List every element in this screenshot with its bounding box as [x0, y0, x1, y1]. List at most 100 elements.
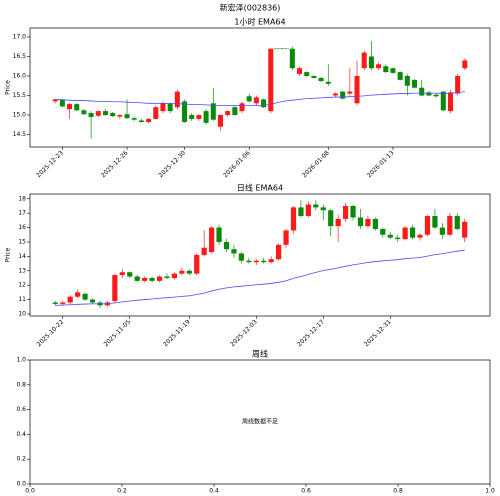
candle-body — [395, 237, 401, 240]
candle-body — [311, 75, 317, 78]
y-tick-label: 16.0 — [13, 72, 27, 79]
x-tick-label: 0.0 — [25, 488, 35, 495]
candle-body — [455, 75, 461, 94]
candle-body — [276, 244, 282, 260]
y-tick-label: 1.0 — [16, 357, 26, 364]
candle-body — [261, 260, 267, 263]
x-tick-label: 0.8 — [393, 488, 403, 495]
y-axis-label: Price — [5, 80, 12, 95]
x-tick-label: 2026-01-13 — [366, 149, 396, 179]
candle-body — [253, 97, 259, 104]
candle-body — [124, 114, 130, 119]
x-tick-label: 2025-12-23 — [35, 149, 65, 179]
x-tick-label: 0.4 — [209, 488, 219, 495]
candle-body — [127, 272, 133, 277]
candle-body — [60, 302, 66, 304]
candle-body — [102, 111, 108, 116]
x-tick-label: 2025-12-30 — [157, 149, 187, 179]
candle-body — [174, 91, 180, 108]
x-tick-label: 0.2 — [117, 488, 127, 495]
candle-body — [67, 296, 73, 303]
candle-body — [462, 221, 468, 238]
candle-body — [59, 99, 65, 107]
candle-body — [223, 241, 230, 250]
candle-body — [297, 68, 303, 75]
candle-body — [328, 210, 334, 227]
x-tick-label: 2025-12-31 — [363, 318, 393, 348]
candle-body — [146, 118, 152, 123]
candle-body — [283, 230, 289, 245]
y-tick-label: 0.0 — [16, 481, 26, 488]
candle-body — [426, 92, 432, 96]
candle-body — [342, 205, 349, 219]
y-tick-label: 12 — [18, 282, 26, 289]
candle-body — [268, 48, 274, 112]
candle-body — [357, 217, 364, 227]
candle-body — [156, 276, 163, 281]
candle-body — [149, 277, 155, 281]
plot-frame — [29, 27, 491, 148]
candle-body — [95, 111, 101, 116]
candle-body — [75, 292, 81, 297]
plot-frame — [29, 359, 491, 485]
candle-body — [217, 115, 223, 127]
candle-body — [117, 115, 123, 117]
y-tick-label: 11 — [18, 296, 26, 303]
candle-body — [110, 113, 116, 117]
candle-body — [138, 120, 144, 123]
candle-body — [142, 277, 148, 281]
candle-body — [313, 204, 319, 208]
candle-body — [417, 234, 423, 238]
x-tick-label: 0.6 — [301, 488, 311, 495]
candle-body — [209, 227, 215, 253]
x-tick-label: 2026-01-08 — [301, 149, 331, 179]
plot-frame — [29, 193, 491, 317]
candle-body — [347, 91, 353, 94]
candle-body — [305, 204, 311, 217]
candle-body — [112, 275, 118, 302]
y-tick-label: 15.5 — [13, 92, 27, 99]
candle-body — [320, 207, 326, 211]
x-tick-label: 2025-11-05 — [103, 318, 133, 348]
candle-body — [365, 218, 371, 227]
candle-body — [153, 107, 159, 119]
candle-body — [89, 299, 96, 303]
candle-body — [380, 229, 386, 235]
candle-body — [325, 81, 331, 84]
x-tick-label: 2025-12-26 — [100, 149, 130, 179]
y-tick-label: 17 — [18, 210, 26, 217]
y-tick-label: 0.6 — [16, 406, 26, 413]
figure-title: 新宏泽(002836) — [220, 3, 281, 13]
candle-body — [134, 276, 140, 281]
candle-body — [74, 104, 80, 111]
candle-body — [361, 52, 367, 69]
y-tick-label: 15 — [18, 238, 26, 245]
x-tick-label: 2025-12-17 — [296, 318, 326, 348]
candle-body — [88, 113, 94, 117]
candle-body — [201, 247, 207, 255]
candle-body — [203, 111, 209, 123]
y-tick-label: 14.5 — [13, 131, 27, 138]
candle-body — [412, 79, 418, 88]
candle-body — [419, 87, 425, 96]
candle-body — [239, 103, 245, 112]
candle-body — [397, 72, 403, 80]
candle-body — [261, 99, 267, 108]
panel-title: 周线 — [252, 349, 268, 359]
candle-body — [354, 75, 360, 104]
candle-body — [167, 103, 173, 112]
candle-body — [372, 218, 378, 230]
candle-body — [189, 115, 195, 119]
candle-body — [52, 302, 58, 304]
candle-body — [179, 270, 185, 274]
y-tick-label: 0.2 — [16, 456, 26, 463]
y-tick-label: 0.8 — [16, 381, 26, 388]
candle-body — [424, 216, 431, 235]
candle-body — [186, 270, 192, 274]
candle-body — [131, 118, 137, 120]
candle-body — [225, 111, 231, 116]
candle-body — [119, 272, 125, 276]
ema-line — [55, 91, 465, 107]
x-tick-label: 2026-01-06 — [222, 149, 252, 179]
